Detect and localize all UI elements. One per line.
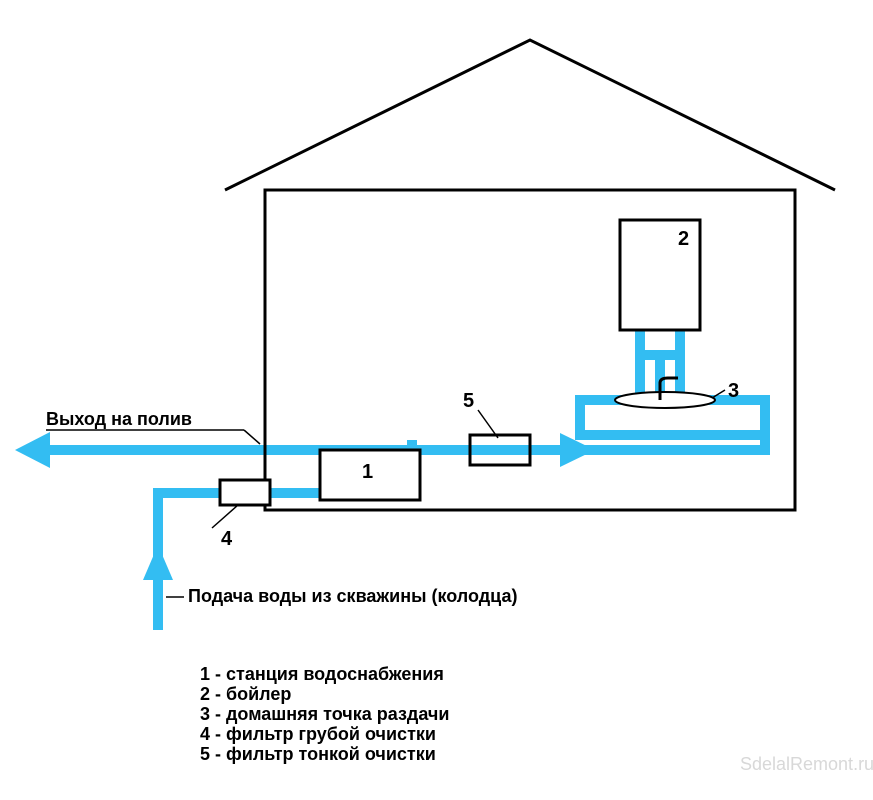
num-2: 2 [678, 228, 689, 250]
water-supply-diagram: SdelalRemont.ru [0, 0, 873, 800]
num-3: 3 [728, 380, 739, 402]
components [220, 220, 700, 505]
legend-3: 3 - домашняя точка раздачи [200, 704, 449, 724]
legend: 1 - станция водоснабжения 2 - бойлер 3 -… [200, 664, 449, 764]
house-roof [225, 40, 835, 190]
label-irrigation: Выход на полив [46, 409, 192, 429]
legend-1: 1 - станция водоснабжения [200, 664, 444, 684]
watermark: SdelalRemont.ru [740, 754, 873, 774]
leader-4 [212, 505, 238, 528]
arrow-irrigation [15, 432, 50, 468]
num-1: 1 [362, 461, 373, 483]
text-labels: Выход на полив Подача воды из скважины (… [46, 409, 517, 606]
num-5: 5 [463, 390, 474, 412]
legend-5: 5 - фильтр тонкой очистки [200, 744, 436, 764]
arrow-supply-up [143, 545, 173, 580]
num-4: 4 [221, 528, 233, 550]
legend-4: 4 - фильтр грубой очистки [200, 724, 436, 744]
sink-bowl [615, 392, 715, 408]
irrigation-leader [244, 430, 260, 444]
filter4-box [220, 480, 270, 505]
legend-2: 2 - бойлер [200, 684, 291, 704]
label-supply: Подача воды из скважины (колодца) [188, 586, 517, 606]
